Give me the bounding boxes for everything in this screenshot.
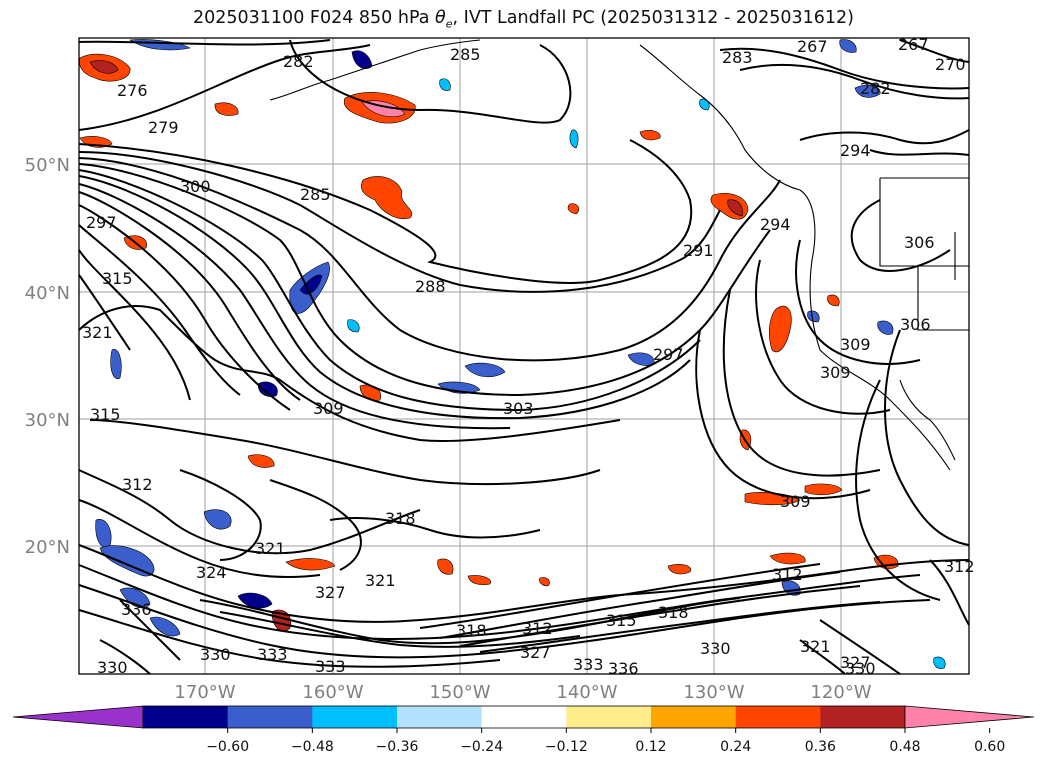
contour-label: 336 [608, 659, 639, 678]
contour-label: 309 [313, 399, 344, 418]
contour-label: 330 [97, 658, 128, 677]
contour-label: 333 [257, 645, 288, 664]
colorbar-tick-label: −0.48 [291, 739, 334, 755]
lat-labels: 50°N 40°N 30°N 20°N [25, 155, 70, 558]
colorbar-cell [820, 706, 906, 728]
contour-label: 312 [772, 565, 803, 584]
contour-label: 324 [196, 563, 227, 582]
contour-label: 327 [840, 653, 871, 672]
contour-label: 318 [385, 509, 416, 528]
lat-label: 20°N [25, 537, 70, 558]
contour-label: 321 [255, 539, 286, 558]
lon-label: 120°W [810, 682, 871, 703]
contour-label: 327 [520, 643, 551, 662]
lat-label: 40°N [25, 283, 70, 304]
contour-label: 321 [82, 323, 113, 342]
lat-label: 30°N [25, 410, 70, 431]
contour-label: 297 [653, 345, 684, 364]
colorbar-extend-high [904, 705, 1035, 729]
contour-label: 333 [315, 657, 346, 676]
contour-label: 288 [415, 277, 446, 296]
map-frame [78, 37, 970, 675]
contour-label: 283 [722, 48, 753, 67]
contour-label: 336 [121, 600, 152, 619]
contour-label: 294 [760, 215, 791, 234]
colorbar-tick-label: 0.48 [889, 739, 920, 755]
colorbar-cell [566, 706, 652, 728]
contour-label: 315 [606, 611, 637, 630]
lon-label: 140°W [556, 682, 617, 703]
colorbar: −0.60 −0.48 −0.36 −0.24 −0.12 0.12 0.24 0.36 0.4… [12, 705, 1035, 755]
contour-label: 267 [797, 37, 828, 56]
colorbar-tick-label: 0.60 [974, 739, 1005, 755]
contour-label: 279 [148, 118, 179, 137]
colorbar-tick-label: −0.60 [206, 739, 249, 755]
contour-label: 276 [117, 81, 148, 100]
contour-label: 282 [283, 52, 314, 71]
colorbar-tick-label: −0.24 [460, 739, 503, 755]
contour-label: 270 [935, 55, 966, 74]
contour-label: 318 [658, 603, 689, 622]
colorbar-cell [312, 706, 398, 728]
contour-label: 315 [90, 405, 121, 424]
colorbar-cell [227, 706, 313, 728]
contour-label: 267 [898, 35, 929, 54]
contour-label: 330 [200, 645, 231, 664]
contour-label: 285 [450, 45, 481, 64]
lon-label: 160°W [302, 682, 363, 703]
contour-label: 309 [820, 363, 851, 382]
contour-label: 297 [86, 213, 117, 232]
contour-label: 315 [102, 269, 133, 288]
lon-label: 130°W [683, 682, 744, 703]
colorbar-cell [481, 706, 567, 728]
contour-label: 309 [780, 492, 811, 511]
colorbar-extend-low [12, 705, 144, 729]
contour-label: 306 [900, 315, 931, 334]
contour-label: 306 [904, 233, 935, 252]
coastlines [269, 39, 969, 471]
lat-label: 50°N [25, 155, 70, 176]
colorbar-tick-label: 0.12 [635, 739, 666, 755]
contour-label: 330 [700, 639, 731, 658]
map-panel [79, 38, 969, 674]
colorbar-cell [143, 706, 229, 728]
lon-labels: 170°W 160°W 150°W 140°W 130°W 120°W [174, 682, 871, 703]
colorbar-tick-label: −0.36 [376, 739, 419, 755]
theta-e-contours [78, 39, 970, 675]
colorbar-cell [397, 706, 483, 728]
lon-label: 150°W [429, 682, 490, 703]
colorbar-tick-label: −0.12 [545, 739, 588, 755]
contour-labels: 276 279 282 282 283 285 285 288 291 294 … [82, 35, 975, 678]
colorbar-tick-label: 0.36 [805, 739, 836, 755]
contour-label: 312 [522, 619, 553, 638]
colorbar-tick-label: 0.24 [720, 739, 751, 755]
colorbar-cell [735, 706, 821, 728]
contour-label: 312 [122, 475, 153, 494]
contour-label: 300 [180, 177, 211, 196]
contour-label: 282 [860, 79, 891, 98]
lon-label: 170°W [174, 682, 235, 703]
contour-label: 321 [800, 637, 831, 656]
contour-label: 294 [840, 141, 871, 160]
map-title: 2025031100 F024 850 hPa θe, IVT Landfall… [192, 8, 854, 31]
contour-label: 309 [840, 335, 871, 354]
colorbar-cell [651, 706, 737, 728]
contour-label: 333 [573, 655, 604, 674]
contour-label: 330 [845, 659, 876, 678]
contour-label: 291 [683, 241, 714, 260]
contour-label: 318 [456, 621, 487, 640]
contour-label: 285 [300, 185, 331, 204]
contour-label: 312 [944, 557, 975, 576]
contour-label: 327 [315, 583, 346, 602]
contour-label: 321 [365, 571, 396, 590]
contour-label: 303 [503, 399, 534, 418]
